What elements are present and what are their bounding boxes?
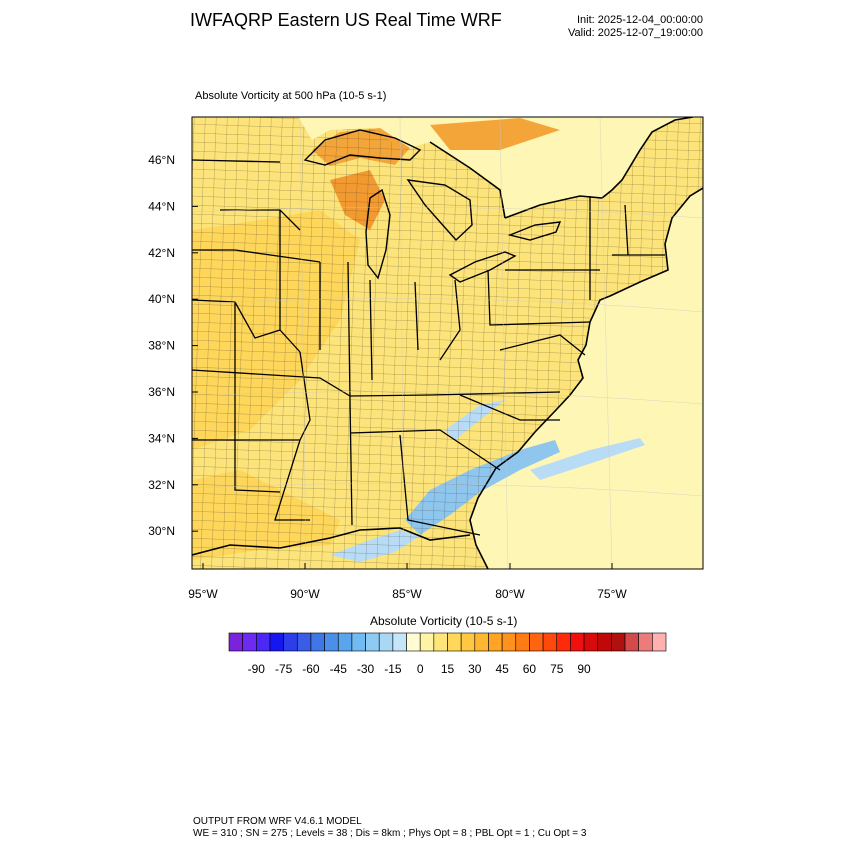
colorbar-swatch	[515, 632, 530, 652]
colorbar-swatch	[406, 632, 421, 652]
colorbar-swatch	[529, 632, 544, 652]
init-time: Init: 2025-12-04_00:00:00	[577, 14, 703, 26]
lon-label: 95°W	[188, 587, 218, 601]
colorbar-swatch	[378, 632, 394, 652]
colorbar-tick-label: 75	[550, 662, 564, 676]
lake-erie	[448, 251, 517, 283]
lon-label: 75°W	[597, 587, 627, 601]
colorbar-tick-label: 90	[577, 662, 591, 676]
colorbar-swatch	[351, 632, 366, 652]
colorbar-tick-label: -90	[248, 662, 266, 676]
colorbar-swatch	[611, 632, 626, 652]
lat-label: 32°N	[148, 478, 175, 492]
colorbar-swatch	[652, 632, 667, 652]
colorbar-swatch	[433, 632, 448, 652]
colorbar-swatch	[597, 632, 612, 652]
lake-ontario	[507, 221, 562, 241]
lake-superior	[303, 129, 422, 166]
colorbar-swatch	[583, 632, 599, 652]
colorbar-tick-label: -30	[357, 662, 375, 676]
colorbar-swatch	[501, 632, 517, 652]
colorbar-title: Absolute Vorticity (10-5 s-1)	[370, 614, 518, 628]
lat-label: 44°N	[148, 199, 175, 213]
longitude-axis: 95°W 90°W 85°W 80°W 75°W	[188, 563, 627, 601]
latitude-axis: 46°N 44°N 42°N 40°N 38°N 36°N 34°N 32°N 30°N	[148, 153, 198, 538]
colorbar-swatch	[228, 632, 243, 652]
colorbar-tick-label: 60	[523, 662, 537, 676]
colorbar-tick-label: 30	[468, 662, 482, 676]
colorbar-tick-label: -45	[330, 662, 348, 676]
lat-label: 38°N	[148, 339, 175, 353]
colorbar-swatch	[638, 632, 653, 652]
model-info-line2: WE = 310 ; SN = 275 ; Levels = 38 ; Dis …	[193, 828, 587, 839]
colorbar-tick-labels: -90 -75 -60 -45 -30 -15 0 15 30 45 60 75 90	[248, 662, 591, 676]
lat-label: 30°N	[148, 524, 175, 538]
colorbar-swatch	[570, 632, 585, 652]
colorbar-swatch	[556, 632, 571, 652]
colorbar-swatch	[324, 632, 339, 652]
state-boundaries	[192, 159, 665, 536]
lake-michigan	[365, 188, 391, 280]
colorbar-tick-label: -60	[302, 662, 320, 676]
colorbar-swatch	[296, 632, 312, 652]
lon-label: 80°W	[495, 587, 525, 601]
colorbar-swatch	[488, 632, 503, 652]
lake-huron	[406, 179, 473, 242]
colorbar-tick-label: 45	[495, 662, 509, 676]
colorbar-tick-label: 0	[417, 662, 424, 676]
lat-label: 42°N	[148, 246, 175, 260]
model-info-line1: OUTPUT FROM WRF V4.6.1 MODEL	[193, 816, 362, 827]
lat-label: 40°N	[148, 292, 175, 306]
colorbar-swatch	[242, 632, 257, 652]
page-title: IWFAQRP Eastern US Real Time WRF	[190, 10, 502, 30]
colorbar-swatch	[283, 632, 298, 652]
lon-label: 90°W	[290, 587, 320, 601]
map-plot-area	[192, 117, 703, 569]
graticule	[192, 117, 703, 569]
colorbar-swatch	[447, 632, 462, 652]
lon-label: 85°W	[392, 587, 422, 601]
colorbar-swatch	[392, 632, 407, 652]
colorbar-swatch	[419, 632, 435, 652]
colorbar-swatch	[365, 632, 380, 652]
vorticity-maximum-ontario	[430, 118, 560, 150]
colorbar-swatch	[542, 632, 558, 652]
field-subtitle: Absolute Vorticity at 500 hPa (10-5 s-1)	[195, 90, 387, 102]
map-frame	[191, 116, 704, 570]
colorbar	[228, 632, 667, 652]
colorbar-swatch	[474, 632, 489, 652]
colorbar-swatch	[256, 632, 271, 652]
county-boundaries	[192, 117, 703, 569]
lat-label: 46°N	[148, 153, 175, 167]
great-lakes	[303, 129, 562, 283]
lat-label: 36°N	[148, 385, 175, 399]
vorticity-negative-band-atlantic	[530, 438, 645, 480]
coastline	[192, 117, 703, 569]
colorbar-swatch	[624, 632, 639, 652]
colorbar-swatch	[269, 632, 284, 652]
colorbar-swatch	[337, 632, 353, 652]
lat-label: 34°N	[148, 431, 175, 445]
colorbar-tick-label: 15	[441, 662, 455, 676]
colorbar-swatch	[460, 632, 476, 652]
colorbar-tick-label: -75	[275, 662, 293, 676]
colorbar-swatch	[310, 632, 325, 652]
valid-time: Valid: 2025-12-07_19:00:00	[568, 27, 703, 39]
colorbar-tick-label: -15	[384, 662, 402, 676]
